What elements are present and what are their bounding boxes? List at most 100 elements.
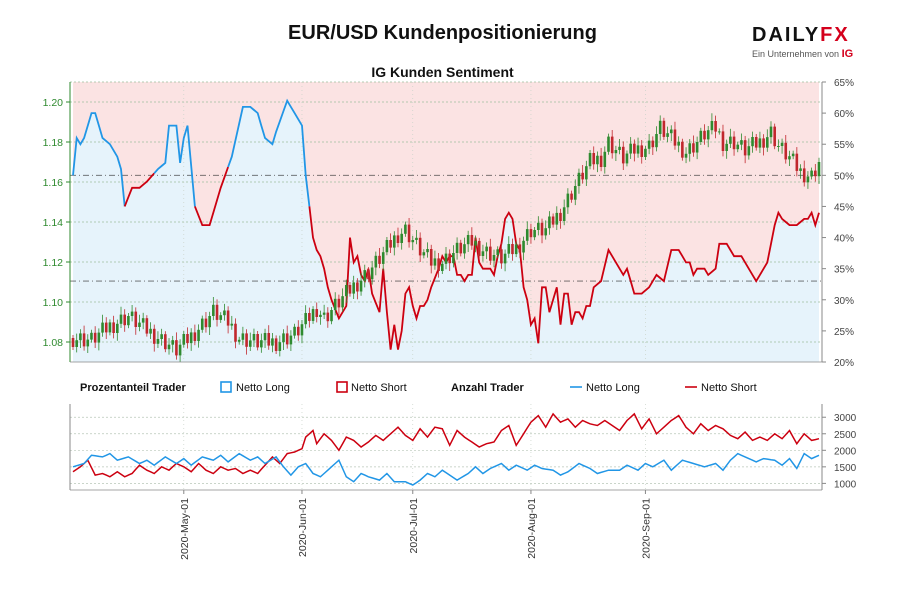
- candle-body: [404, 224, 407, 234]
- candle-body: [141, 318, 145, 323]
- candle-body: [699, 130, 703, 142]
- count-tick-label: 2500: [834, 430, 857, 441]
- candle-body: [260, 340, 263, 348]
- candle-body: [706, 130, 710, 140]
- candle-body: [86, 339, 90, 347]
- candle-body: [688, 143, 692, 154]
- candle-body: [396, 235, 400, 243]
- left-tick-label: 1.12: [43, 257, 64, 269]
- candle-body: [544, 228, 548, 236]
- candle-body: [496, 249, 500, 255]
- candle-body: [182, 334, 186, 345]
- candle-body: [540, 222, 544, 236]
- candle-body: [93, 332, 97, 343]
- candle-body: [548, 216, 551, 229]
- candle-body: [237, 339, 241, 342]
- candle-body: [271, 338, 274, 346]
- candle-body: [389, 240, 392, 248]
- candle-body: [751, 137, 754, 147]
- candle-body: [588, 153, 592, 167]
- candle-body: [200, 318, 204, 330]
- legend-long-box: [220, 381, 232, 393]
- candle-body: [677, 141, 680, 146]
- candle-body: [658, 120, 662, 134]
- short-percent-line: [308, 206, 820, 350]
- candle-body: [212, 304, 215, 316]
- date-tick-label: 2020-Sep-01: [640, 498, 652, 559]
- candle-body: [529, 229, 533, 238]
- logo-tagline-text: Ein Unternehmen von: [752, 49, 840, 59]
- candle-body: [489, 246, 492, 261]
- candle-body: [344, 285, 348, 297]
- candle-body: [466, 235, 470, 245]
- candle-body: [655, 134, 658, 148]
- date-tick-label: 2020-Jun-01: [297, 498, 309, 557]
- trader-count-panel: 1000 1500 2000 2500 3000 2020-May-01 2020-Jun-…: [69, 404, 857, 560]
- candle-body: [330, 310, 333, 322]
- candle-body: [418, 237, 422, 256]
- candle-body: [278, 342, 282, 351]
- candle-body: [437, 258, 440, 271]
- candle-body: [127, 316, 130, 326]
- right-tick-label: 60%: [834, 109, 854, 120]
- candle-body: [304, 313, 307, 325]
- legend-short-label: Netto Short: [351, 382, 407, 394]
- right-tick-label: 50%: [834, 171, 854, 182]
- candle-body: [607, 136, 610, 152]
- right-tick-label: 55%: [834, 140, 854, 151]
- candle-body: [769, 126, 773, 138]
- candle-body: [385, 240, 389, 253]
- candle-body: [459, 242, 463, 254]
- left-tick-label: 1.16: [43, 177, 64, 189]
- candle-body: [175, 340, 178, 356]
- candle-body: [621, 146, 625, 164]
- candle-body: [566, 193, 570, 208]
- candle-body: [662, 120, 666, 137]
- candle-body: [145, 318, 149, 334]
- candle-body: [647, 140, 651, 149]
- candle-body: [596, 155, 599, 165]
- legend-short-count-label: Netto Short: [701, 382, 757, 394]
- candle-body: [400, 233, 403, 243]
- candle-body: [551, 216, 555, 225]
- candle-body: [267, 333, 271, 346]
- left-tick-label: 1.20: [43, 97, 64, 109]
- candle-body: [806, 176, 810, 183]
- candle-body: [802, 168, 806, 183]
- legend-count-title: Anzahl Trader: [451, 382, 524, 394]
- candle-body: [134, 311, 138, 327]
- candle-body: [252, 334, 256, 341]
- short-area-fill: [73, 82, 819, 350]
- candle-body: [245, 333, 248, 347]
- date-tick-label: 2020-Jul-01: [408, 498, 420, 554]
- candle-body: [152, 328, 156, 344]
- candle-body: [378, 255, 381, 264]
- candle-body: [189, 332, 193, 344]
- candle-body: [514, 244, 518, 255]
- candle-body: [618, 146, 621, 150]
- candle-body: [108, 322, 112, 333]
- candle-body: [256, 334, 259, 348]
- candle-body: [215, 304, 219, 320]
- candle-body: [795, 153, 799, 171]
- candle-body: [429, 249, 433, 266]
- candle-body: [348, 285, 352, 294]
- candle-body: [817, 162, 821, 177]
- candle-body: [289, 335, 293, 345]
- candle-body: [123, 314, 127, 326]
- candle-body: [610, 136, 614, 154]
- candle-body: [507, 244, 511, 254]
- candle-body: [732, 136, 736, 150]
- candle-body: [422, 252, 426, 256]
- count-tick-label: 3000: [834, 413, 857, 424]
- candle-body: [415, 237, 418, 240]
- candle-body: [186, 334, 189, 344]
- candle-body: [433, 258, 437, 266]
- long-percent-line: [72, 112, 126, 207]
- candle-body: [799, 168, 802, 171]
- candle-body: [581, 172, 584, 180]
- candle-body: [585, 166, 588, 180]
- candle-body: [374, 255, 378, 268]
- candle-body: [592, 153, 596, 165]
